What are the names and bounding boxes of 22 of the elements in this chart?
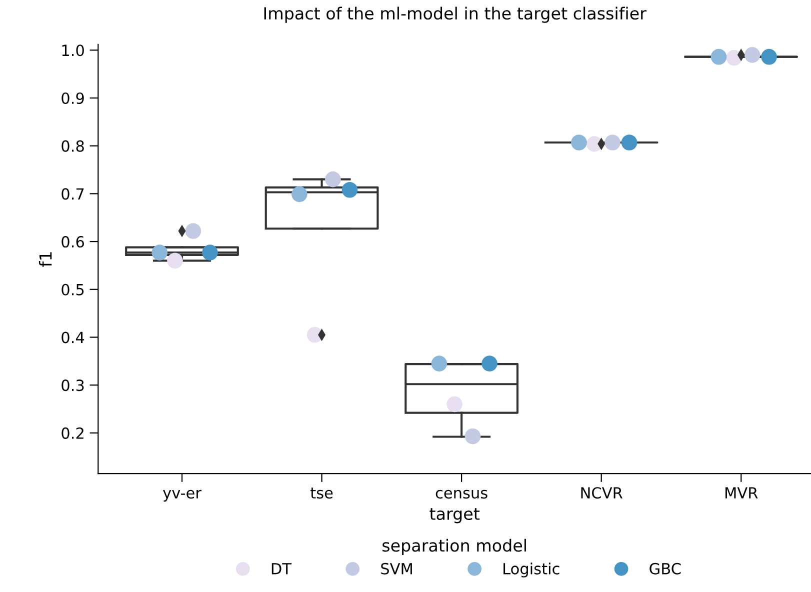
legend-label: SVM <box>381 562 412 574</box>
x-tick-label: MVR <box>725 487 758 498</box>
y-tick-label: 0.8 <box>62 140 84 152</box>
y-tick-label: 0.7 <box>62 188 84 200</box>
x-tick-label: yv-er <box>163 490 202 502</box>
y-tick-label: 0.5 <box>62 284 84 296</box>
y-axis-title: f1 <box>38 252 52 267</box>
x-tick-label: census <box>436 490 488 499</box>
y-tick-label: 0.2 <box>62 427 84 439</box>
legend-label: DT <box>272 563 292 574</box>
y-tick-label: 0.3 <box>62 380 84 392</box>
chart-title: Impact of the ml-model in the target classifier <box>264 6 646 23</box>
legend-label: GBC <box>650 562 681 574</box>
x-tick-label: NCVR <box>581 487 622 499</box>
legend-label: Logistic <box>504 562 560 578</box>
y-tick-label: 0.6 <box>62 236 84 248</box>
x-tick-label: tse <box>310 488 333 499</box>
y-tick-label: 0.9 <box>62 92 84 104</box>
x-axis-title: target <box>430 508 480 524</box>
y-tick-label: 1.0 <box>62 44 84 56</box>
legend-title: separation model <box>382 538 526 555</box>
y-tick-label: 0.4 <box>62 332 84 344</box>
